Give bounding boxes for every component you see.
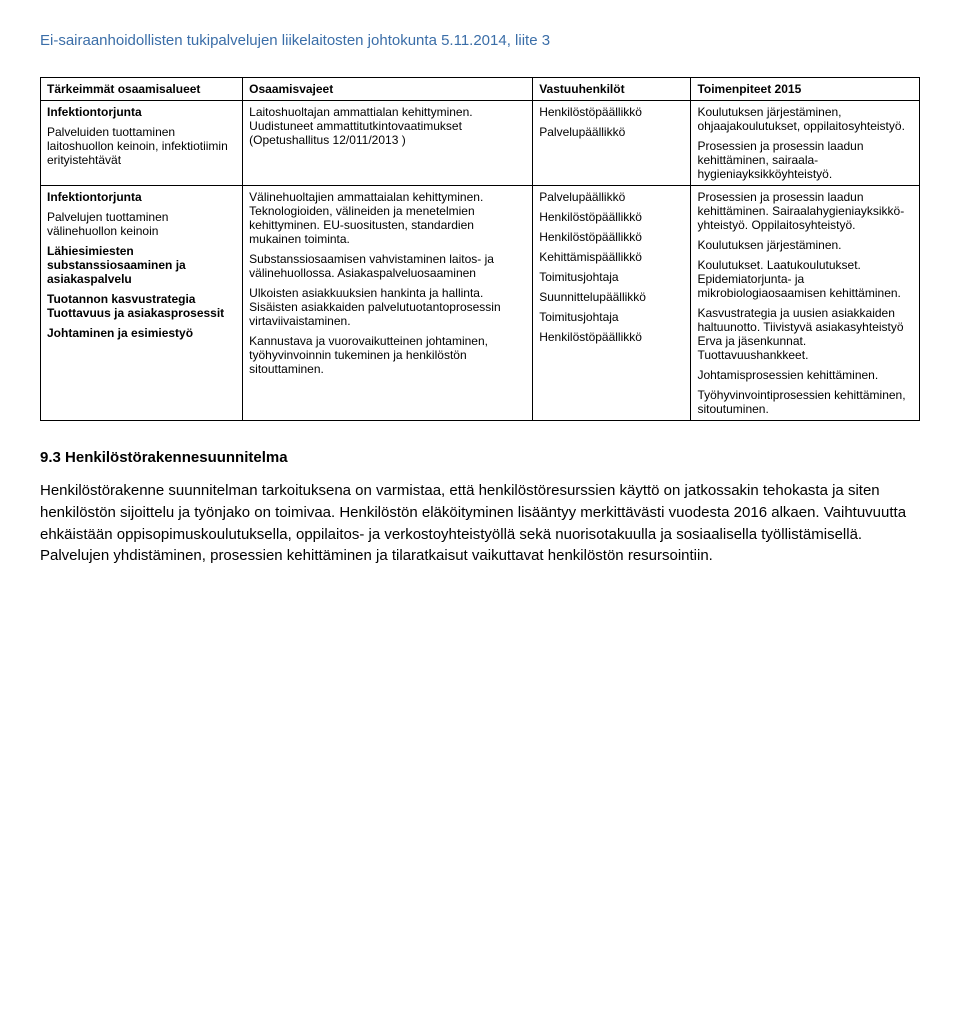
area-title: Infektiontorjunta: [47, 190, 236, 204]
resp-text: Henkilöstöpäällikkö: [539, 330, 684, 344]
cell-actions: Koulutuksen järjestäminen, ohjaajakoulut…: [691, 101, 920, 186]
gap-text: Ulkoisten asiakkuuksien hankinta ja hall…: [249, 286, 526, 328]
area-title: Tuotannon kasvustrategia Tuottavuus ja a…: [47, 292, 236, 320]
action-text: Johtamisprosessien kehittäminen.: [697, 368, 913, 382]
gap-text: Laitoshuoltajan ammattialan kehittyminen…: [249, 105, 526, 147]
th-areas: Tärkeimmät osaamisalueet: [41, 78, 243, 101]
cell-gaps: Välinehuoltajien ammattaialan kehittymin…: [243, 186, 533, 421]
resp-text: Toimitusjohtaja: [539, 270, 684, 284]
cell-areas: Infektiontorjunta Palveluiden tuottamine…: [41, 101, 243, 186]
th-gaps: Osaamisvajeet: [243, 78, 533, 101]
table-row: Infektiontorjunta Palvelujen tuottaminen…: [41, 186, 920, 421]
resp-text: Kehittämispäällikkö: [539, 250, 684, 264]
resp-text: Henkilöstöpäällikkö: [539, 230, 684, 244]
section-paragraph: Henkilöstörakenne suunnitelman tarkoituk…: [40, 480, 920, 567]
competence-table: Tärkeimmät osaamisalueet Osaamisvajeet V…: [40, 77, 920, 421]
cell-gaps: Laitoshuoltajan ammattialan kehittyminen…: [243, 101, 533, 186]
action-text: Prosessien ja prosessin laadun kehittämi…: [697, 139, 913, 181]
th-responsible: Vastuuhenkilöt: [533, 78, 691, 101]
action-text: Koulutukset. Laatukoulutukset. Epidemiat…: [697, 258, 913, 300]
gap-text: Substanssiosaamisen vahvistaminen laitos…: [249, 252, 526, 280]
resp-text: Toimitusjohtaja: [539, 310, 684, 324]
section-heading: 9.3 Henkilöstörakennesuunnitelma: [40, 449, 920, 466]
area-desc: Palveluiden tuottaminen laitoshuollon ke…: [47, 125, 236, 167]
resp-text: Palvelupäällikkö: [539, 190, 684, 204]
gap-text: Kannustava ja vuorovaikutteinen johtamin…: [249, 334, 526, 376]
gap-text: Välinehuoltajien ammattaialan kehittymin…: [249, 190, 526, 246]
resp-text: Henkilöstöpäällikkö: [539, 105, 684, 119]
table-header-row: Tärkeimmät osaamisalueet Osaamisvajeet V…: [41, 78, 920, 101]
action-text: Prosessien ja prosessin laadun kehittämi…: [697, 190, 913, 232]
action-text: Koulutuksen järjestäminen.: [697, 238, 913, 252]
page-header: Ei-sairaanhoidollisten tukipalvelujen li…: [40, 32, 920, 49]
area-title: Lähiesimiesten substanssiosaaminen ja as…: [47, 244, 236, 286]
resp-text: Henkilöstöpäällikkö: [539, 210, 684, 224]
resp-text: Palvelupäällikkö: [539, 125, 684, 139]
action-text: Koulutuksen järjestäminen, ohjaajakoulut…: [697, 105, 913, 133]
cell-actions: Prosessien ja prosessin laadun kehittämi…: [691, 186, 920, 421]
table-row: Infektiontorjunta Palveluiden tuottamine…: [41, 101, 920, 186]
area-desc: Palvelujen tuottaminen välinehuollon kei…: [47, 210, 236, 238]
cell-responsible: Henkilöstöpäällikkö Palvelupäällikkö: [533, 101, 691, 186]
action-text: Kasvustrategia ja uusien asiakkaiden hal…: [697, 306, 913, 362]
th-actions: Toimenpiteet 2015: [691, 78, 920, 101]
cell-areas: Infektiontorjunta Palvelujen tuottaminen…: [41, 186, 243, 421]
area-title: Infektiontorjunta: [47, 105, 236, 119]
area-title: Johtaminen ja esimiestyö: [47, 326, 236, 340]
action-text: Työhyvinvointiprosessien kehittäminen, s…: [697, 388, 913, 416]
cell-responsible: Palvelupäällikkö Henkilöstöpäällikkö Hen…: [533, 186, 691, 421]
resp-text: Suunnittelupäällikkö: [539, 290, 684, 304]
